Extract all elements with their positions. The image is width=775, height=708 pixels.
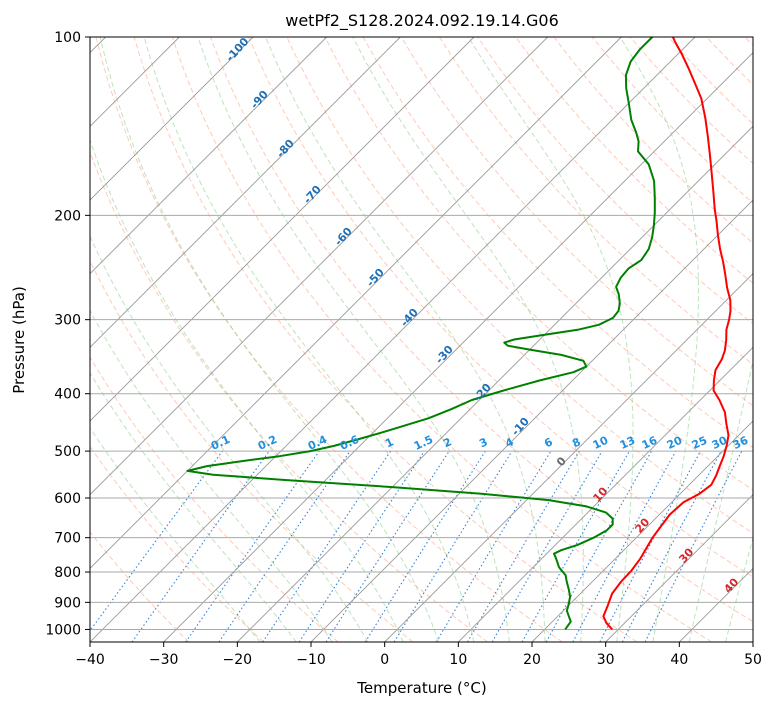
y-tick-label: 700 xyxy=(54,531,81,547)
mixing-ratio-label: 30 xyxy=(710,434,730,452)
mixing-ratio-line xyxy=(131,450,270,642)
isotherm-line xyxy=(752,641,753,642)
x-axis: −40 −30 −20 −10 0 10 20 30 40 50 xyxy=(75,642,762,668)
isotherm-line xyxy=(90,37,548,496)
dry-adiabat-line xyxy=(438,37,753,366)
isotherm-line xyxy=(605,494,753,642)
plot-background xyxy=(90,37,753,642)
dry-adiabat-line xyxy=(90,150,488,642)
y-tick-label: 100 xyxy=(54,30,81,46)
x-tick-label: 50 xyxy=(744,652,762,668)
chart-title: wetPf2_S128.2024.092.19.14.G06 xyxy=(285,11,559,31)
dry-adiabat-line xyxy=(171,37,712,642)
isotherm-line xyxy=(458,346,753,642)
mixing-ratio-label: 36 xyxy=(731,434,751,452)
sounding-profiles xyxy=(186,37,732,631)
mixing-ratio-label: 20 xyxy=(665,434,685,452)
isotherm-line xyxy=(531,420,753,642)
mixing-ratio-line xyxy=(185,450,320,642)
mixing-ratio-line xyxy=(572,450,677,642)
y-tick-label: 500 xyxy=(54,444,81,460)
moist-adiabat-line xyxy=(197,37,510,642)
isotherm-line xyxy=(237,125,753,642)
y-tick-label: 1000 xyxy=(45,622,81,638)
moist-adiabat-line xyxy=(265,37,546,642)
mixing-ratio-line xyxy=(545,450,653,642)
x-axis-title: Temperature (°C) xyxy=(356,679,486,697)
dry-adiabat-line xyxy=(95,37,563,642)
isotherm-line xyxy=(163,52,753,642)
dry-adiabat-line xyxy=(324,37,753,491)
dry-adiabat-line xyxy=(515,37,753,284)
x-tick-label: −10 xyxy=(296,652,326,668)
mixing-ratio-line xyxy=(644,450,743,642)
isotherm-line xyxy=(90,37,327,275)
moist-adiabat-line xyxy=(90,234,369,642)
moist-adiabat-line xyxy=(688,358,753,642)
moist-adiabat-line xyxy=(725,536,753,642)
moist-adiabat-line xyxy=(90,427,261,642)
mixing-ratio-line xyxy=(298,450,425,642)
x-tick-label: −40 xyxy=(75,652,105,668)
y-axis-title: Pressure (hPa) xyxy=(10,286,28,394)
isotherm-line xyxy=(90,37,254,201)
isotherm-line xyxy=(90,37,475,422)
dry-adiabat-line xyxy=(400,37,753,407)
y-tick-label: 200 xyxy=(54,208,81,224)
dry-adiabat-line xyxy=(248,37,753,578)
background-lines xyxy=(90,37,753,642)
moist-adiabat-line xyxy=(90,371,297,642)
x-tick-label: −20 xyxy=(223,652,253,668)
x-tick-label: 30 xyxy=(597,652,615,668)
dewpoint-line xyxy=(186,37,656,630)
isotherm-line xyxy=(310,199,753,642)
dry-adiabat-line xyxy=(210,37,753,623)
y-axis: 1000 900 800 700 600 500 400 300 200 100 xyxy=(45,30,90,638)
mixing-ratio-label: 16 xyxy=(640,434,660,452)
moist-adiabat-line xyxy=(619,37,699,642)
isotherm-line xyxy=(90,37,622,569)
mixing-ratio-label: 25 xyxy=(690,434,709,452)
x-tick-label: 10 xyxy=(449,652,467,668)
mixing-ratio-line xyxy=(521,450,630,642)
dry-adiabat-line xyxy=(133,37,638,642)
mixing-ratio-line xyxy=(262,450,392,642)
mixing-ratio-label: 13 xyxy=(618,434,637,452)
dry-adiabat-line xyxy=(90,531,190,642)
mixing-ratio-line xyxy=(90,450,223,632)
mixing-ratio-label: 10 xyxy=(591,434,611,452)
moist-adiabat-line xyxy=(352,37,584,642)
isotherm-line xyxy=(90,37,401,348)
mixing-ratio-line xyxy=(325,450,450,642)
mixing-ratio-line xyxy=(218,450,351,642)
x-tick-label: 40 xyxy=(670,652,688,668)
plot-frame xyxy=(89,36,754,643)
x-tick-label: −30 xyxy=(149,652,179,668)
y-tick-label: 800 xyxy=(54,565,81,581)
moist-adiabat-line xyxy=(99,37,439,642)
moist-adiabat-line xyxy=(90,138,404,642)
dry-adiabat-line xyxy=(90,445,264,642)
moist-adiabat-line xyxy=(143,37,475,642)
x-tick-label: 0 xyxy=(380,652,389,668)
moist-adiabat-line xyxy=(90,309,333,642)
isotherm-line xyxy=(384,273,753,642)
y-tick-label: 600 xyxy=(54,491,81,507)
isotherm-line xyxy=(90,37,696,642)
temperature-line xyxy=(602,37,732,631)
y-tick-label: 300 xyxy=(54,313,81,329)
dry-adiabat-line xyxy=(90,356,339,642)
y-tick-label: 900 xyxy=(54,595,81,611)
x-tick-label: 20 xyxy=(523,652,541,668)
y-tick-label: 400 xyxy=(54,387,81,403)
